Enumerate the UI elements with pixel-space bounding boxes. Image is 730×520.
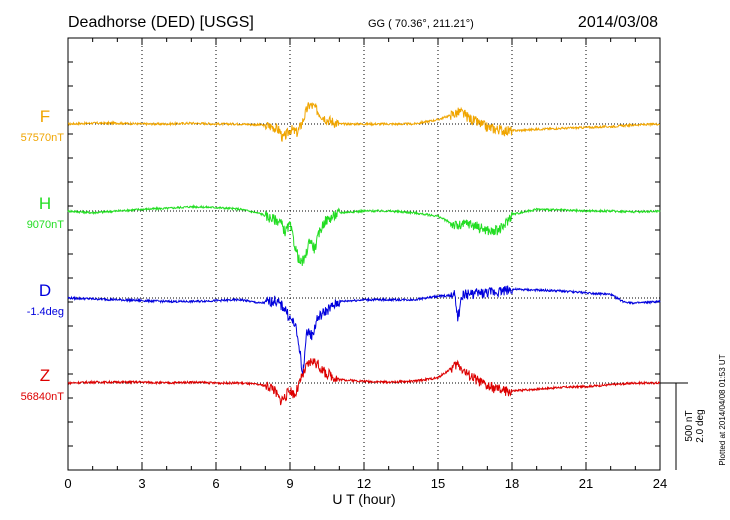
- chart-date: 2014/03/08: [578, 14, 658, 31]
- series-line-h: [67, 204, 661, 266]
- series-name-z: Z: [40, 366, 50, 385]
- series-baseline-value-d: -1.4deg: [27, 306, 64, 318]
- x-tick-label: 18: [505, 476, 519, 491]
- grid-lines: [141, 38, 587, 470]
- series-baseline-value-h: 9070nT: [27, 219, 65, 231]
- x-tick-label: 12: [357, 476, 371, 491]
- x-tick-labels: 0 3 6 9 12 15 18 21 24: [64, 476, 667, 491]
- scale-label-deg: 2.0 deg: [695, 409, 706, 442]
- series-baseline-value-f: 57570nT: [21, 132, 65, 144]
- scale-bar: 500 nT 2.0 deg: [660, 382, 706, 470]
- series-traces: [67, 102, 661, 406]
- chart-title: Deadhorse (DED) [USGS]: [68, 14, 254, 31]
- x-tick-label: 0: [64, 476, 71, 491]
- coordinate-readout: GG ( 70.36°, 211.21°): [368, 18, 474, 30]
- x-tick-label: 21: [579, 476, 593, 491]
- series-labels: F 57570nT H 9070nT D -1.4deg Z 56840nT: [21, 107, 65, 403]
- series-baseline-value-z: 56840nT: [21, 391, 65, 403]
- scale-label-nt: 500 nT: [684, 410, 695, 441]
- series-name-d: D: [39, 281, 51, 300]
- x-tick-label: 6: [212, 476, 219, 491]
- axis-ticks: [67, 37, 661, 471]
- series-line-d: [67, 285, 661, 375]
- x-tick-label: 24: [653, 476, 667, 491]
- plotted-timestamp: Plotted at 2014/04/08 01:53 UT: [718, 354, 727, 465]
- series-line-f: [67, 102, 660, 142]
- series-name-f: F: [40, 107, 50, 126]
- series-name-h: H: [39, 194, 51, 213]
- series-line-z: [67, 358, 661, 406]
- x-tick-label: 3: [138, 476, 145, 491]
- x-axis-label: U T (hour): [332, 491, 395, 507]
- x-tick-label: 15: [431, 476, 445, 491]
- x-tick-label: 9: [286, 476, 293, 491]
